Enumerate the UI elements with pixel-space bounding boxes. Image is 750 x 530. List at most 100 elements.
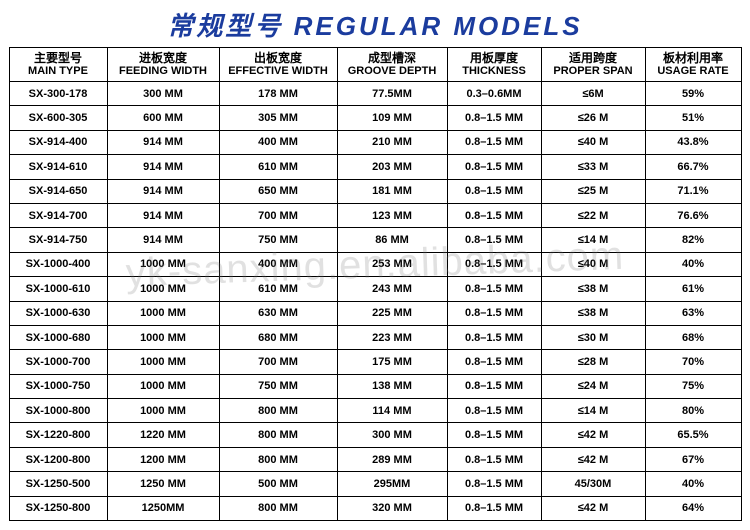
table-row: SX-914-700914 MM700 MM123 MM0.8–1.5 MM≤2… — [9, 203, 741, 227]
table-cell: SX-1220-800 — [9, 423, 107, 447]
table-cell: 320 MM — [337, 496, 447, 520]
table-cell: 400 MM — [219, 252, 337, 276]
table-cell: 700 MM — [219, 203, 337, 227]
table-row: SX-914-610914 MM610 MM203 MM0.8–1.5 MM≤3… — [9, 155, 741, 179]
table-cell: 123 MM — [337, 203, 447, 227]
table-cell: 1250MM — [107, 496, 219, 520]
table-cell: 40% — [645, 472, 741, 496]
table-cell: 1000 MM — [107, 374, 219, 398]
col-header-cn: 出板宽度 — [220, 52, 337, 65]
table-row: SX-1250-8001250MM800 MM320 MM0.8–1.5 MM≤… — [9, 496, 741, 520]
col-header-en: MAIN TYPE — [10, 65, 107, 77]
table-cell: 75% — [645, 374, 741, 398]
col-header-0: 主要型号MAIN TYPE — [9, 48, 107, 82]
table-row: SX-1000-6801000 MM680 MM223 MM0.8–1.5 MM… — [9, 325, 741, 349]
table-cell: ≤26 M — [541, 106, 645, 130]
table-cell: 1000 MM — [107, 325, 219, 349]
table-cell: 82% — [645, 228, 741, 252]
table-cell: 0.8–1.5 MM — [447, 179, 541, 203]
table-cell: 1000 MM — [107, 277, 219, 301]
col-header-4: 用板厚度THICKNESS — [447, 48, 541, 82]
table-row: SX-1250-5001250 MM500 MM295MM0.8–1.5 MM4… — [9, 472, 741, 496]
table-cell: 305 MM — [219, 106, 337, 130]
table-cell: 914 MM — [107, 130, 219, 154]
table-cell: ≤40 M — [541, 130, 645, 154]
table-cell: 61% — [645, 277, 741, 301]
table-cell: 109 MM — [337, 106, 447, 130]
table-cell: 1200 MM — [107, 447, 219, 471]
table-cell: SX-914-750 — [9, 228, 107, 252]
table-row: SX-1220-8001220 MM800 MM300 MM0.8–1.5 MM… — [9, 423, 741, 447]
table-cell: 80% — [645, 399, 741, 423]
table-cell: SX-300-178 — [9, 82, 107, 106]
table-row: SX-914-400914 MM400 MM210 MM0.8–1.5 MM≤4… — [9, 130, 741, 154]
table-cell: ≤28 M — [541, 350, 645, 374]
table-cell: 1220 MM — [107, 423, 219, 447]
table-cell: 700 MM — [219, 350, 337, 374]
table-cell: SX-1250-800 — [9, 496, 107, 520]
table-cell: 0.8–1.5 MM — [447, 203, 541, 227]
col-header-en: GROOVE DEPTH — [338, 65, 447, 77]
table-cell: ≤14 M — [541, 228, 645, 252]
table-cell: 610 MM — [219, 277, 337, 301]
table-cell: 300 MM — [107, 82, 219, 106]
table-row: SX-300-178300 MM178 MM77.5MM0.3–0.6MM≤6M… — [9, 82, 741, 106]
table-cell: 400 MM — [219, 130, 337, 154]
table-cell: 181 MM — [337, 179, 447, 203]
table-cell: 630 MM — [219, 301, 337, 325]
table-cell: 650 MM — [219, 179, 337, 203]
col-header-en: FEEDING WIDTH — [108, 65, 219, 77]
table-cell: 175 MM — [337, 350, 447, 374]
table-cell: 610 MM — [219, 155, 337, 179]
col-header-5: 适用跨度PROPER SPAN — [541, 48, 645, 82]
page-title: 常规型号 REGULAR MODELS — [167, 11, 582, 41]
table-cell: ≤33 M — [541, 155, 645, 179]
table-cell: 1250 MM — [107, 472, 219, 496]
table-cell: ≤38 M — [541, 277, 645, 301]
table-row: SX-600-305600 MM305 MM109 MM0.8–1.5 MM≤2… — [9, 106, 741, 130]
table-cell: 800 MM — [219, 496, 337, 520]
table-cell: ≤6M — [541, 82, 645, 106]
table-cell: ≤30 M — [541, 325, 645, 349]
col-header-1: 进板宽度FEEDING WIDTH — [107, 48, 219, 82]
table-cell: SX-1000-680 — [9, 325, 107, 349]
table-cell: 0.8–1.5 MM — [447, 130, 541, 154]
col-header-cn: 适用跨度 — [542, 52, 645, 65]
table-cell: 225 MM — [337, 301, 447, 325]
table-cell: 67% — [645, 447, 741, 471]
table-cell: 0.8–1.5 MM — [447, 277, 541, 301]
models-table: 主要型号MAIN TYPE进板宽度FEEDING WIDTH出板宽度EFFECT… — [9, 47, 742, 521]
table-row: SX-1000-4001000 MM400 MM253 MM0.8–1.5 MM… — [9, 252, 741, 276]
table-cell: ≤38 M — [541, 301, 645, 325]
col-header-cn: 用板厚度 — [448, 52, 541, 65]
table-cell: 289 MM — [337, 447, 447, 471]
table-cell: 0.8–1.5 MM — [447, 252, 541, 276]
table-row: SX-1000-7501000 MM750 MM138 MM0.8–1.5 MM… — [9, 374, 741, 398]
table-row: SX-1000-8001000 MM800 MM114 MM0.8–1.5 MM… — [9, 399, 741, 423]
table-cell: SX-914-400 — [9, 130, 107, 154]
table-cell: 0.8–1.5 MM — [447, 350, 541, 374]
table-cell: 77.5MM — [337, 82, 447, 106]
table-cell: 0.8–1.5 MM — [447, 496, 541, 520]
table-cell: 1000 MM — [107, 301, 219, 325]
table-cell: 0.8–1.5 MM — [447, 301, 541, 325]
table-cell: 914 MM — [107, 179, 219, 203]
table-cell: 0.8–1.5 MM — [447, 155, 541, 179]
table-cell: 203 MM — [337, 155, 447, 179]
table-cell: ≤22 M — [541, 203, 645, 227]
table-cell: 300 MM — [337, 423, 447, 447]
table-row: SX-1000-6301000 MM630 MM225 MM0.8–1.5 MM… — [9, 301, 741, 325]
table-cell: 1000 MM — [107, 350, 219, 374]
table-cell: 63% — [645, 301, 741, 325]
table-cell: 800 MM — [219, 447, 337, 471]
table-cell: 914 MM — [107, 228, 219, 252]
col-header-cn: 进板宽度 — [108, 52, 219, 65]
table-cell: 295MM — [337, 472, 447, 496]
table-cell: SX-914-650 — [9, 179, 107, 203]
table-cell: 45/30M — [541, 472, 645, 496]
table-cell: 914 MM — [107, 155, 219, 179]
table-cell: 750 MM — [219, 374, 337, 398]
table-cell: SX-1000-400 — [9, 252, 107, 276]
table-cell: 70% — [645, 350, 741, 374]
table-cell: 750 MM — [219, 228, 337, 252]
